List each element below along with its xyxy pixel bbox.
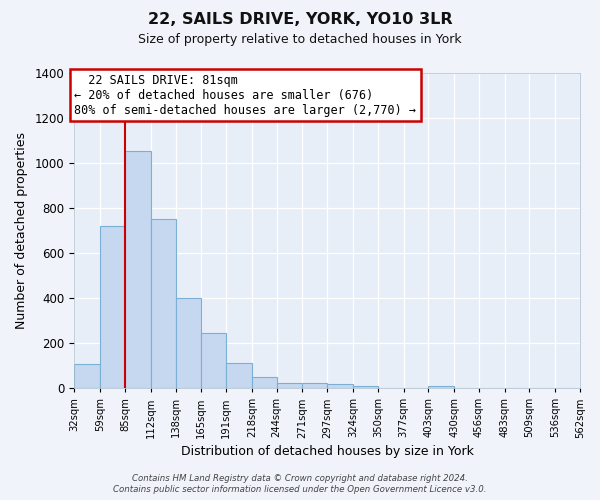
Bar (151, 219, 176, 388)
Bar (125, 152, 151, 388)
Text: 22 SAILS DRIVE: 81sqm  
← 20% of detached houses are smaller (676)
80% of semi-d: 22 SAILS DRIVE: 81sqm ← 20% of detached … (74, 74, 416, 116)
Bar (201, 333, 226, 388)
Bar (100, 226, 125, 388)
Bar (74, 364, 100, 388)
Bar (252, 378, 277, 388)
Text: Contains HM Land Registry data © Crown copyright and database right 2024.
Contai: Contains HM Land Registry data © Crown c… (113, 474, 487, 494)
Text: Size of property relative to detached houses in York: Size of property relative to detached ho… (138, 32, 462, 46)
Text: 22, SAILS DRIVE, YORK, YO10 3LR: 22, SAILS DRIVE, YORK, YO10 3LR (148, 12, 452, 28)
Bar (327, 384, 353, 388)
X-axis label: Distribution of detached houses by size in York: Distribution of detached houses by size … (181, 444, 473, 458)
Bar (176, 298, 201, 388)
Bar (302, 382, 327, 388)
Bar (428, 386, 454, 388)
Bar (277, 382, 302, 388)
Bar (226, 364, 252, 388)
Y-axis label: Number of detached properties: Number of detached properties (15, 132, 28, 329)
Bar (353, 386, 378, 388)
